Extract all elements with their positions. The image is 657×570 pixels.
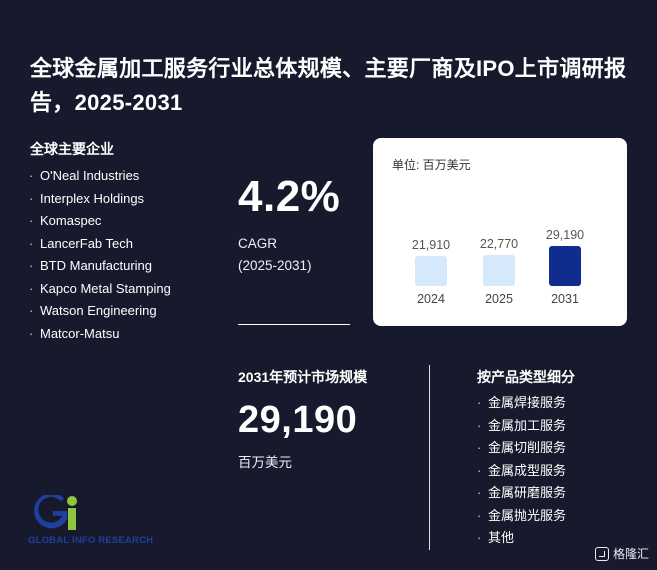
- market-heading: 2031年预计市场规模: [238, 369, 368, 385]
- bar-value-label: 22,770: [480, 237, 518, 251]
- divider-vertical: [429, 365, 430, 550]
- segment-item: 其他: [477, 527, 566, 550]
- brand-text: 格隆汇: [612, 547, 649, 561]
- category-label: 2024: [417, 292, 445, 306]
- market-value: 29,190: [238, 399, 358, 441]
- market-unit: 百万美元: [238, 455, 292, 470]
- cagr-period: (2025-2031): [238, 258, 312, 273]
- segment-item: 金属加工服务: [477, 415, 566, 438]
- page-title: 全球金属加工服务行业总体规模、主要厂商及IPO上市调研报告，2025-2031: [30, 56, 627, 115]
- segment-item: 金属抛光服务: [477, 505, 566, 528]
- segment-item: 金属成型服务: [477, 460, 566, 483]
- divider-horizontal: [238, 324, 350, 325]
- companies-heading: 全球主要企业: [30, 141, 114, 157]
- bar-2031: [549, 246, 581, 286]
- brand-watermark: 格隆汇: [594, 545, 649, 562]
- company-item: Komaspec: [29, 210, 171, 233]
- cagr-label: CAGR: [238, 236, 278, 251]
- chart-unit-label: 单位: 百万美元: [392, 158, 471, 172]
- segment-item: 金属切削服务: [477, 437, 566, 460]
- company-item: Watson Engineering: [29, 300, 171, 323]
- cagr-value: 4.2%: [238, 172, 341, 221]
- bar-value-label: 29,190: [546, 228, 584, 242]
- category-label: 2025: [485, 292, 513, 306]
- segment-list: 金属焊接服务金属加工服务金属切削服务金属成型服务金属研磨服务金属抛光服务其他: [477, 392, 566, 550]
- company-item: O'Neal Industries: [29, 165, 171, 188]
- segment-item: 金属研磨服务: [477, 482, 566, 505]
- company-item: BTD Manufacturing: [29, 255, 171, 278]
- bar-chart: 21,910 2024 22,770 2025 29,190 2031: [412, 228, 584, 306]
- gir-logo-icon: [34, 495, 77, 530]
- segment-item: 金属焊接服务: [477, 392, 566, 415]
- bar-value-label: 21,910: [412, 238, 450, 252]
- company-item: Interplex Holdings: [29, 188, 171, 211]
- bar-2025: [483, 254, 515, 286]
- bar-chart-card: 单位: 百万美元 21,910 2024 22,770 2025 29,190 2031: [373, 138, 627, 326]
- company-item: Kapco Metal Stamping: [29, 278, 171, 301]
- category-label: 2031: [551, 292, 579, 306]
- brand-logo-icon: [594, 546, 609, 561]
- segments-heading: 按产品类型细分: [477, 369, 575, 385]
- company-item: LancerFab Tech: [29, 233, 171, 256]
- logo-text: GLOBAL INFO RESEARCH: [28, 535, 154, 546]
- company-item: Matcor-Matsu: [29, 323, 171, 346]
- bar-2024: [415, 256, 447, 286]
- company-list: O'Neal IndustriesInterplex HoldingsKomas…: [29, 165, 171, 345]
